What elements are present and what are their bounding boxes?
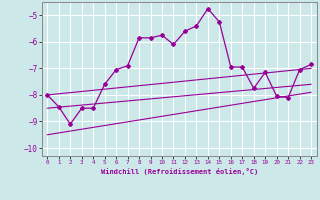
X-axis label: Windchill (Refroidissement éolien,°C): Windchill (Refroidissement éolien,°C) [100, 168, 258, 175]
